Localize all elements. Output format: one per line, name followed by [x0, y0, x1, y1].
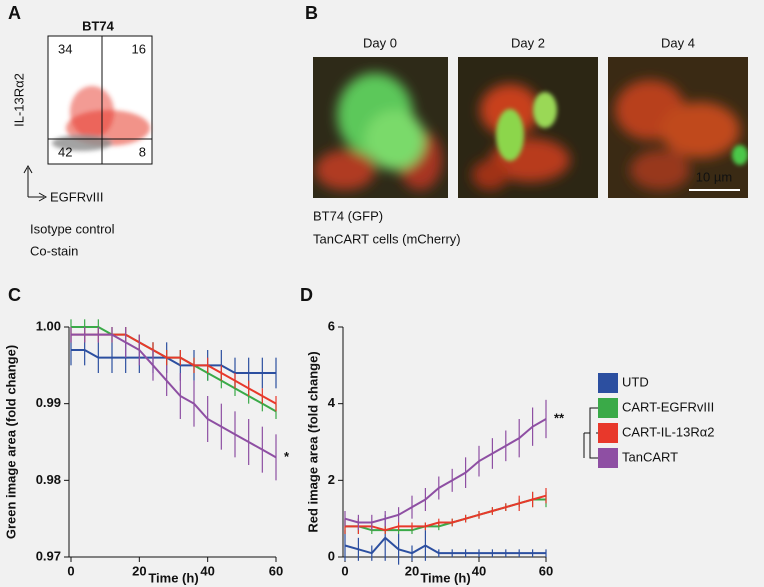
legend-swatch — [598, 448, 618, 468]
legend-text: CART-EGFRvIII — [622, 399, 714, 414]
y-tick-label: 0.99 — [36, 395, 61, 410]
x-tick-label: 0 — [341, 563, 348, 578]
micrograph — [458, 57, 598, 198]
scale-bar-label: 10 µm — [696, 169, 732, 184]
y-axis-label: Green image area (fold change) — [3, 345, 18, 539]
y-tick-label: 0.98 — [36, 472, 61, 487]
y-tick-label: 1.00 — [36, 318, 61, 333]
x-tick-label: 40 — [200, 563, 214, 578]
quadrant-value: 8 — [139, 144, 146, 159]
legend-text: Co-stain — [30, 243, 78, 258]
y-tick-label: 2 — [328, 472, 335, 487]
image-caption: Day 0 — [363, 35, 397, 50]
x-axis-label: EGFRvIII — [50, 189, 103, 204]
legend-text: TanCART — [622, 449, 678, 464]
quadrant-value: 34 — [58, 41, 72, 56]
panel-label: A — [8, 3, 21, 23]
significance-mark: ** — [554, 410, 565, 425]
x-tick-label: 60 — [269, 563, 283, 578]
x-tick-label: 40 — [472, 563, 486, 578]
panel-label: D — [300, 285, 313, 305]
panel-label: B — [305, 3, 318, 23]
legend-text: Isotype control — [30, 221, 115, 236]
micrograph — [313, 57, 448, 198]
image-caption: Day 2 — [511, 35, 545, 50]
series-line — [71, 326, 277, 413]
x-axis-label: Time (h) — [148, 570, 198, 585]
y-axis-label: IL-13Rα2 — [11, 73, 26, 127]
x-tick-label: 20 — [405, 563, 419, 578]
legend-swatch — [598, 423, 618, 443]
legend-swatch — [598, 373, 618, 393]
axis-arrows — [23, 164, 48, 202]
x-axis-label: Time (h) — [420, 570, 470, 585]
x-tick-label: 60 — [539, 563, 553, 578]
x-tick-label: 20 — [132, 563, 146, 578]
series-line — [344, 536, 546, 555]
series-line — [71, 349, 276, 374]
legend-text: TanCART cells (mCherry) — [313, 231, 461, 246]
legend-swatch — [598, 398, 618, 418]
legend-text: UTD — [622, 374, 649, 389]
significance-mark: * — [284, 449, 290, 464]
micrograph — [608, 57, 748, 198]
y-axis-label: Red image area (fold change) — [305, 351, 320, 532]
series-line — [345, 494, 547, 532]
y-tick-label: 0.97 — [36, 548, 61, 563]
panel-title: BT74 — [82, 18, 115, 33]
series-line — [71, 333, 277, 459]
significance-bracket — [584, 407, 598, 459]
legend-text: CART-IL-13Rα2 — [622, 424, 715, 439]
legend-text: BT74 (GFP) — [313, 208, 383, 223]
image-caption: Day 4 — [661, 35, 695, 50]
panel-label: C — [8, 285, 21, 305]
series-line — [344, 418, 547, 524]
quadrant-value: 16 — [132, 41, 146, 56]
quadrant-value: 42 — [58, 144, 72, 159]
y-tick-label: 4 — [328, 395, 336, 410]
y-tick-label: 6 — [328, 318, 335, 333]
y-tick-label: 0 — [328, 548, 335, 563]
x-tick-label: 0 — [67, 563, 74, 578]
